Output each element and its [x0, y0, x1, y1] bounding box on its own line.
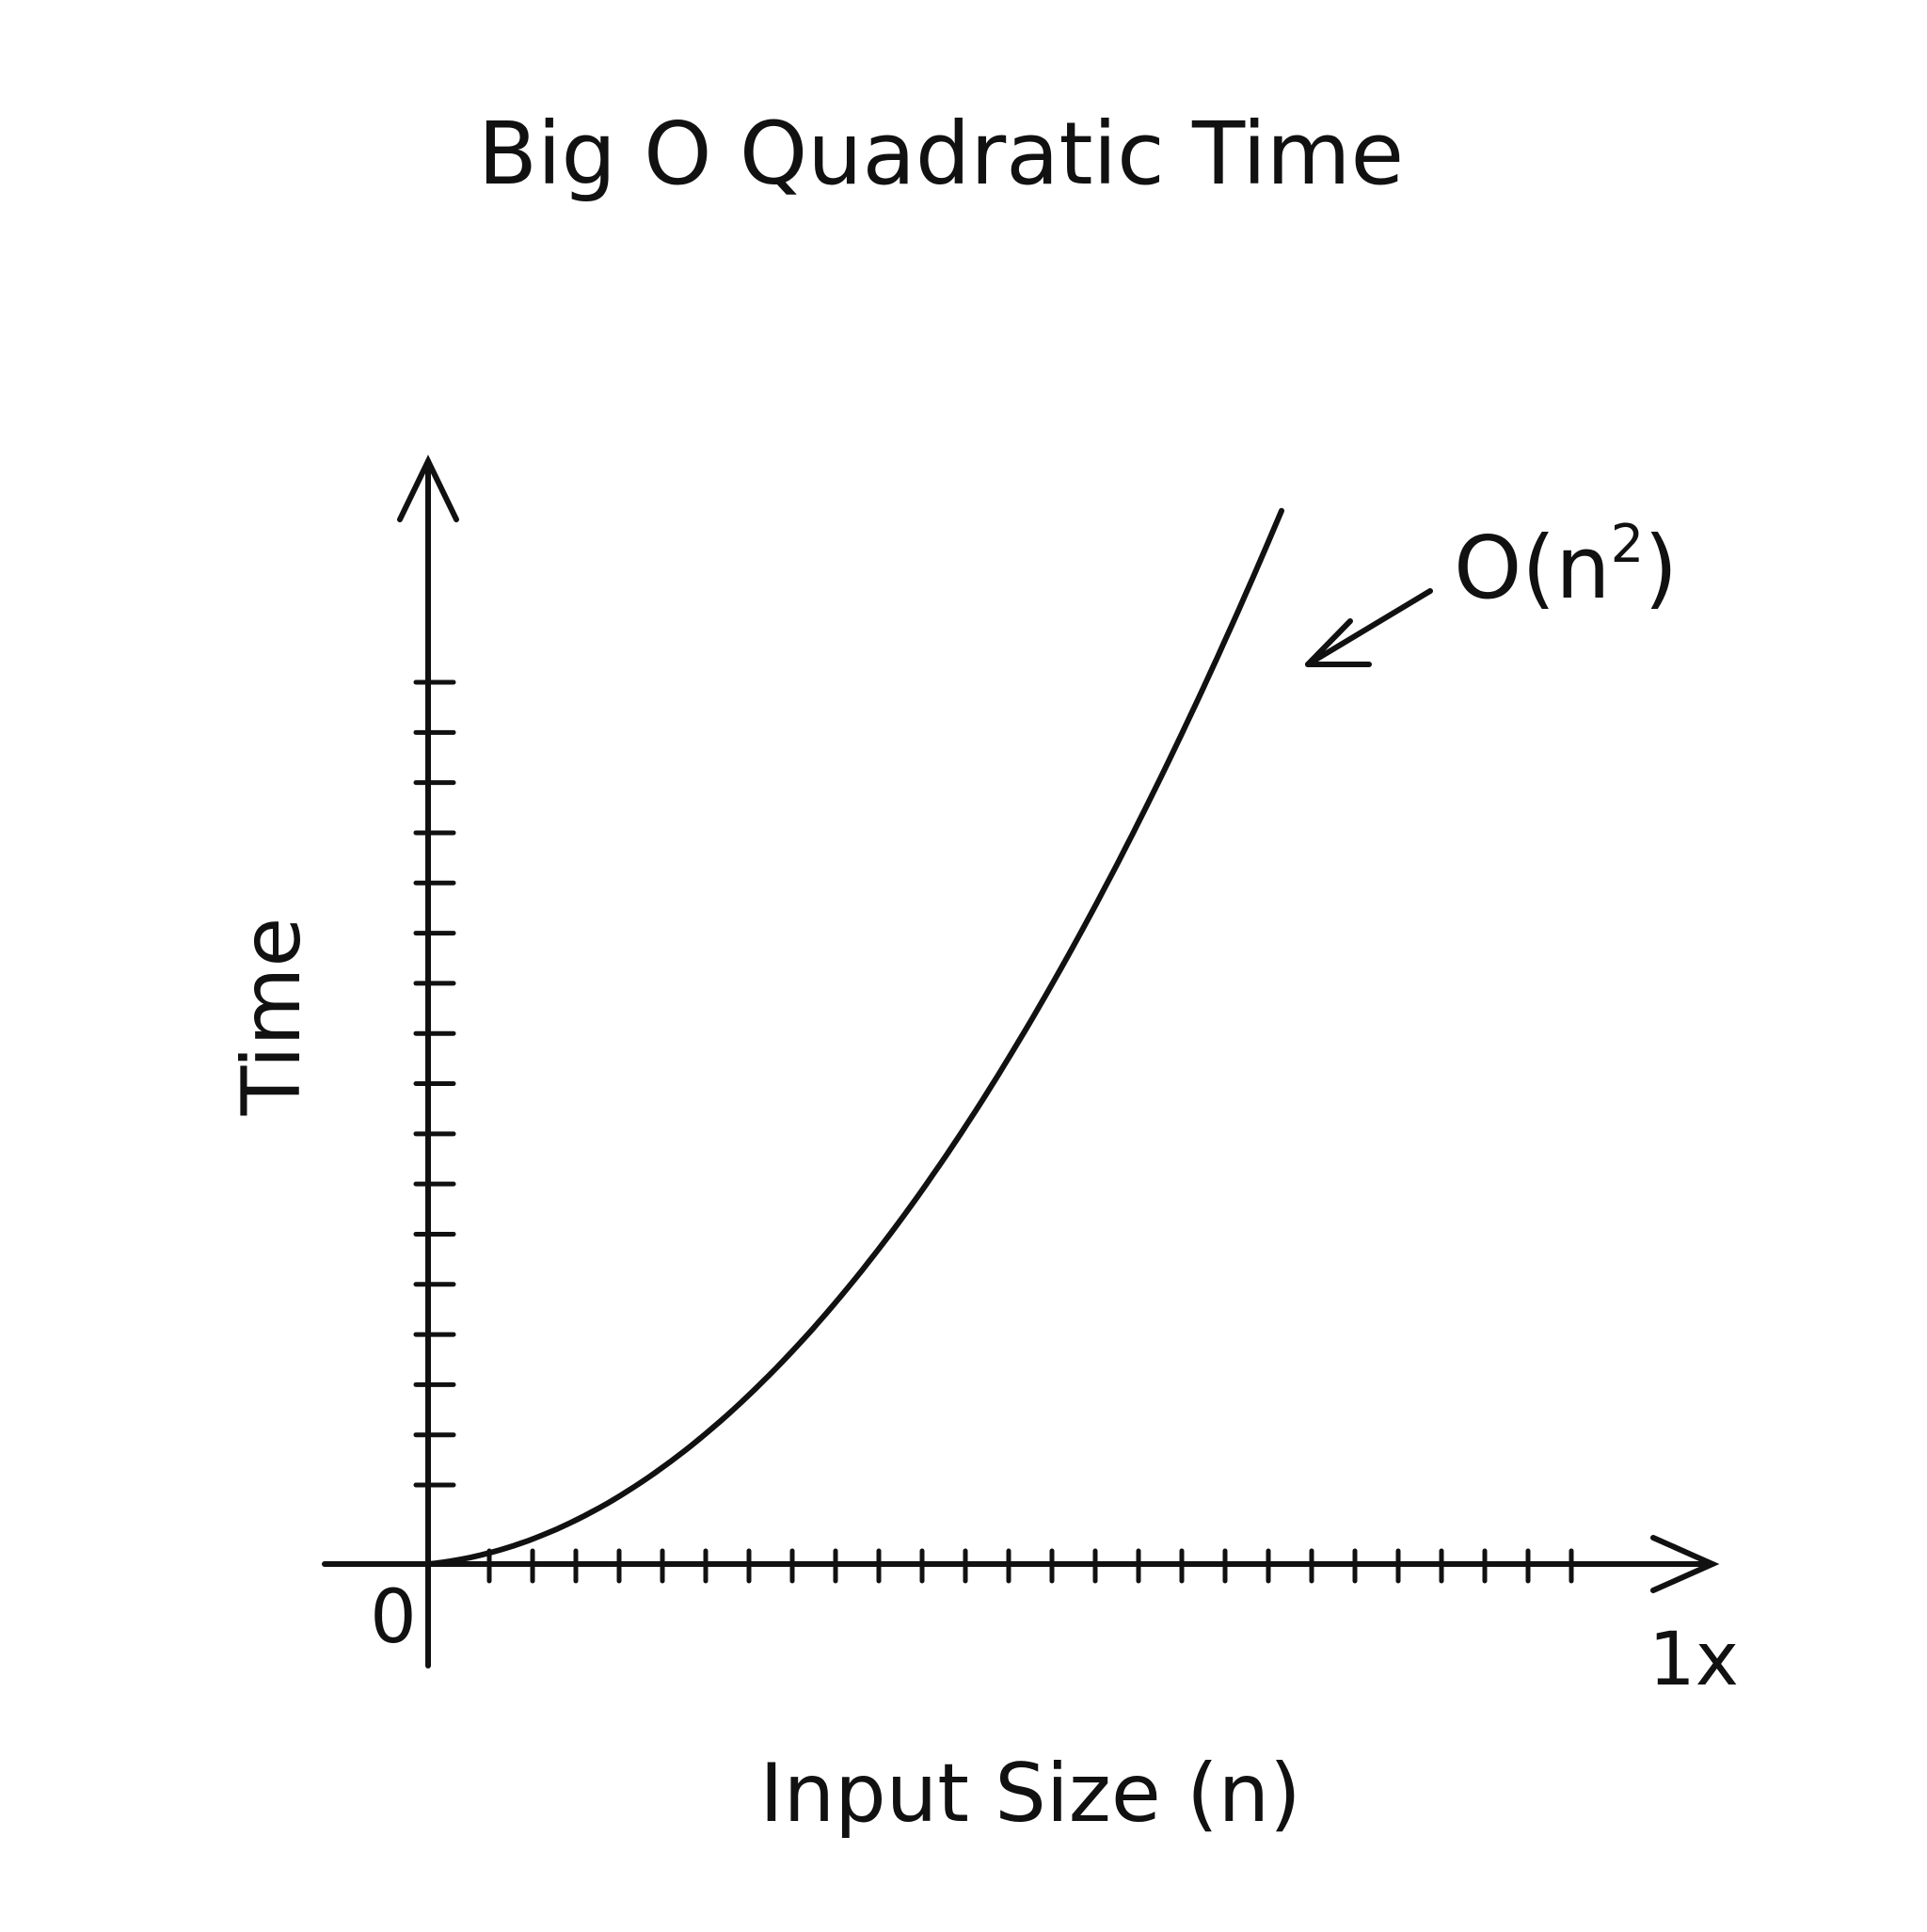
- x-axis-arrowhead: [1650, 1535, 1720, 1593]
- y-ticks: [413, 679, 456, 1488]
- axes: [322, 455, 1720, 1669]
- series-label: O(n2): [1454, 514, 1678, 618]
- y-axis-label: Time: [225, 918, 319, 1116]
- x-end-label: 1x: [1648, 1618, 1739, 1702]
- series-label-base: O(n: [1454, 518, 1611, 618]
- series-layer: [425, 507, 1284, 1567]
- series-label-close: ): [1644, 518, 1678, 618]
- x-ticks: [486, 1548, 1574, 1584]
- y-axis-arrowhead: [397, 455, 459, 522]
- x-axis-label: Input Size (n): [759, 1747, 1301, 1841]
- chart-title: Big O Quadratic Time: [478, 104, 1404, 204]
- origin-label: 0: [370, 1575, 417, 1660]
- series-curve-0: [425, 507, 1284, 1567]
- annotation-arrow-shaft: [1305, 588, 1433, 667]
- series-label-exponent: 2: [1611, 514, 1645, 575]
- annotation-arrowhead: [1305, 618, 1372, 667]
- series-annotation: O(n2): [1305, 514, 1678, 667]
